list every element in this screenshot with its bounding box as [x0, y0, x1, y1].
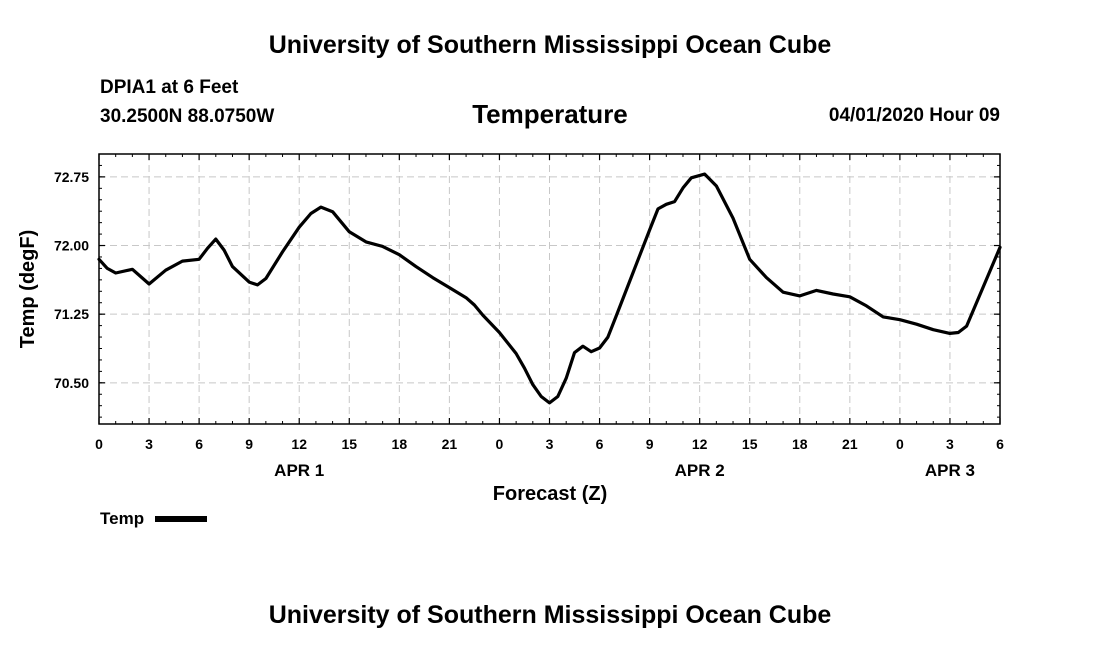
y-tick-label: 72.75: [54, 169, 89, 185]
legend: Temp: [100, 509, 207, 529]
station-coordinates: 30.2500N 88.0750W: [100, 106, 275, 127]
day-label: APR 2: [675, 461, 725, 480]
grid-lines: [99, 154, 1000, 424]
y-tick-label: 70.50: [54, 375, 89, 391]
x-tick-label: 6: [596, 436, 604, 452]
x-tick-label: 6: [195, 436, 203, 452]
footer-title-bottom: University of Southern Mississippi Ocean…: [268, 601, 832, 629]
x-tick-label: 21: [442, 436, 458, 452]
legend-label-temp: Temp: [100, 509, 145, 528]
x-tick-label: 18: [792, 436, 808, 452]
legend-swatch-temp: [154, 515, 207, 522]
x-tick-label: 6: [996, 436, 1004, 452]
day-label: APR 1: [274, 461, 324, 480]
series-layer: [97, 172, 1002, 405]
x-tick-label: 12: [291, 436, 307, 452]
x-tick-label: 0: [95, 436, 103, 452]
x-tick-label: 9: [245, 436, 253, 452]
header-title-top: University of Southern Mississippi Ocean…: [268, 31, 832, 59]
x-tick-label: 15: [341, 436, 357, 452]
x-tick-label: 0: [896, 436, 904, 452]
x-tick-label: 3: [546, 436, 554, 452]
axis-ticks: [98, 154, 1001, 424]
series-line-temp: [97, 172, 1002, 405]
day-label: APR 3: [925, 461, 975, 480]
x-tick-label: 0: [496, 436, 504, 452]
forecast-datetime: 04/01/2020 Hour 09: [828, 105, 1000, 126]
axis-labels: 0 3 6 9 12 15 18 21 0 3 6 9 12 15 18 21 0 3 6 70.50 71.25 72.…: [54, 169, 1004, 480]
y-axis-title: Temp (degF): [17, 230, 39, 349]
x-tick-label: 3: [946, 436, 954, 452]
y-tick-label: 71.25: [54, 306, 89, 322]
x-tick-label: 12: [692, 436, 708, 452]
station-name: DPIA1 at 6 Feet: [100, 77, 239, 98]
x-tick-label: 18: [392, 436, 408, 452]
x-tick-label: 21: [842, 436, 858, 452]
chart-title: Temperature: [472, 99, 628, 129]
x-tick-label: 3: [145, 436, 153, 452]
x-tick-label: 15: [742, 436, 758, 452]
y-tick-label: 72.00: [54, 238, 89, 254]
x-axis-title: Forecast (Z): [493, 483, 607, 505]
x-tick-label: 9: [646, 436, 654, 452]
